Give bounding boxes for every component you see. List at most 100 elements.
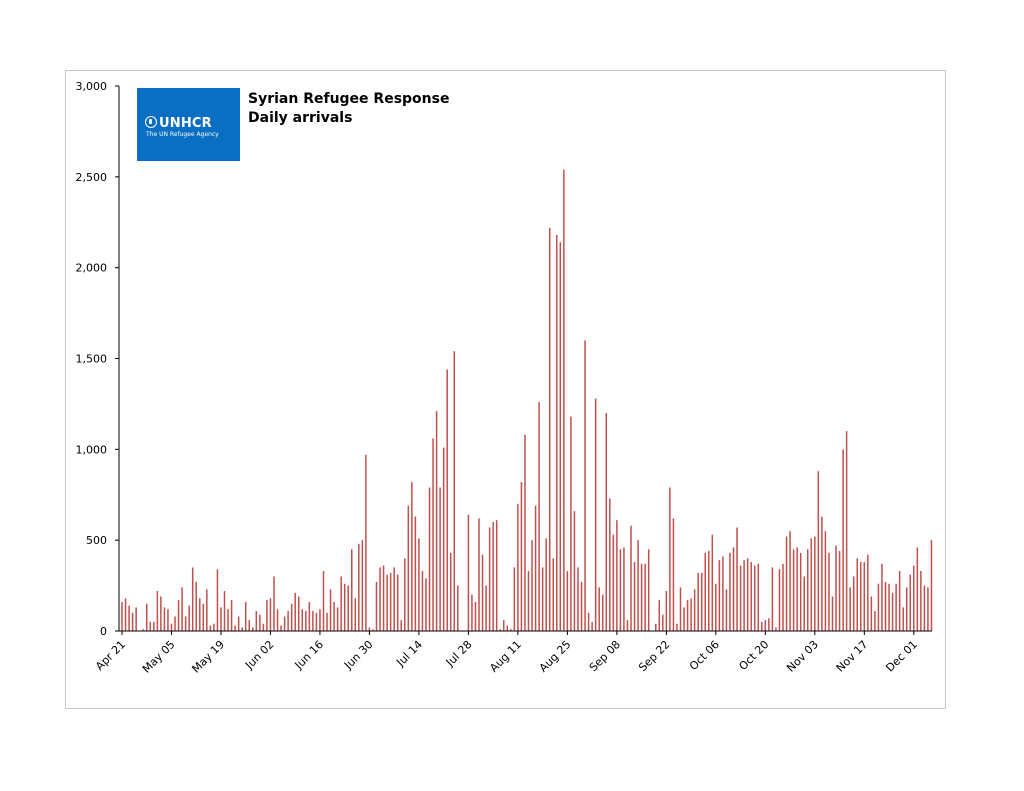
bar	[824, 531, 827, 631]
x-tick-label: Jul 28	[443, 638, 475, 670]
x-tick-label: Dec 01	[883, 638, 920, 675]
logo-text: UNHCR	[159, 116, 212, 131]
bar	[181, 587, 183, 631]
bar	[449, 552, 452, 631]
bar	[351, 549, 353, 631]
bar	[573, 511, 576, 631]
bar	[389, 572, 392, 631]
bar	[453, 351, 456, 631]
bar	[531, 540, 533, 631]
bar	[513, 567, 516, 631]
bar	[644, 563, 646, 631]
x-tick-label: May 19	[189, 638, 227, 676]
x-tick-label: Jul 14	[393, 638, 425, 670]
chart-subtitle: Daily arrivals	[248, 110, 353, 126]
bar	[623, 547, 625, 631]
bar	[672, 518, 675, 631]
bar	[601, 594, 604, 631]
bar	[633, 561, 636, 631]
bars-layer	[121, 169, 933, 632]
x-tick-label: Oct 20	[736, 638, 771, 673]
bar	[396, 574, 399, 631]
bar	[400, 620, 402, 631]
bar	[375, 581, 378, 631]
bar	[884, 581, 887, 631]
bar	[428, 487, 431, 631]
bar	[160, 596, 162, 631]
bar	[237, 616, 240, 631]
bar	[545, 538, 547, 631]
bar	[227, 609, 229, 631]
bar	[662, 614, 664, 631]
x-tick-label: Sep 22	[636, 638, 672, 674]
bar	[312, 611, 314, 631]
bar	[153, 621, 155, 631]
bar	[612, 534, 615, 631]
bar	[262, 623, 265, 631]
bar	[294, 592, 296, 631]
y-tick-label: 2,000	[76, 262, 108, 275]
bar	[478, 518, 480, 631]
bar	[527, 571, 530, 631]
bar	[517, 503, 519, 631]
bar	[301, 609, 304, 631]
bar	[584, 340, 586, 631]
bar	[131, 612, 134, 631]
bar	[407, 505, 410, 631]
bar	[195, 581, 197, 631]
bar	[297, 596, 300, 631]
bar	[259, 614, 261, 631]
bar	[145, 603, 148, 631]
bar	[559, 242, 562, 632]
bar	[499, 629, 501, 631]
bar	[290, 603, 293, 631]
bar	[492, 522, 494, 631]
x-tick-label: Sep 08	[587, 638, 623, 674]
bar	[177, 600, 180, 631]
bar	[683, 607, 685, 631]
bar	[686, 600, 689, 631]
bar	[867, 554, 869, 631]
bar	[920, 571, 922, 631]
bar	[860, 561, 862, 631]
bar	[220, 607, 222, 631]
bar	[771, 567, 774, 631]
bar	[488, 527, 491, 631]
bar	[580, 581, 583, 631]
bar	[736, 527, 738, 631]
bar	[753, 565, 756, 631]
bar	[541, 567, 544, 631]
bar	[782, 563, 784, 631]
bar	[700, 572, 703, 631]
bar	[898, 571, 901, 631]
bar	[343, 583, 346, 631]
bar	[234, 625, 236, 631]
bar	[435, 411, 438, 631]
bar	[305, 611, 307, 631]
bar	[411, 482, 413, 631]
bar	[241, 627, 243, 631]
bar	[725, 589, 728, 631]
bar	[849, 587, 851, 631]
bar	[594, 398, 597, 631]
bar	[835, 545, 837, 631]
bar	[722, 556, 724, 631]
bar	[184, 616, 187, 631]
bar	[442, 447, 445, 631]
bar	[255, 611, 258, 631]
bar	[743, 560, 745, 631]
bar	[170, 623, 173, 631]
bar	[693, 589, 696, 631]
bar	[421, 571, 424, 631]
bar	[676, 623, 678, 631]
bar	[690, 598, 692, 631]
bar	[697, 572, 699, 631]
logo-subtext: The UN Refugee Agency	[146, 131, 219, 138]
y-tick-label: 1,000	[76, 443, 108, 456]
bar	[746, 558, 749, 631]
bar	[149, 621, 152, 631]
bar	[188, 605, 190, 631]
bar	[322, 571, 325, 631]
bar	[209, 625, 212, 631]
bar	[874, 611, 876, 631]
